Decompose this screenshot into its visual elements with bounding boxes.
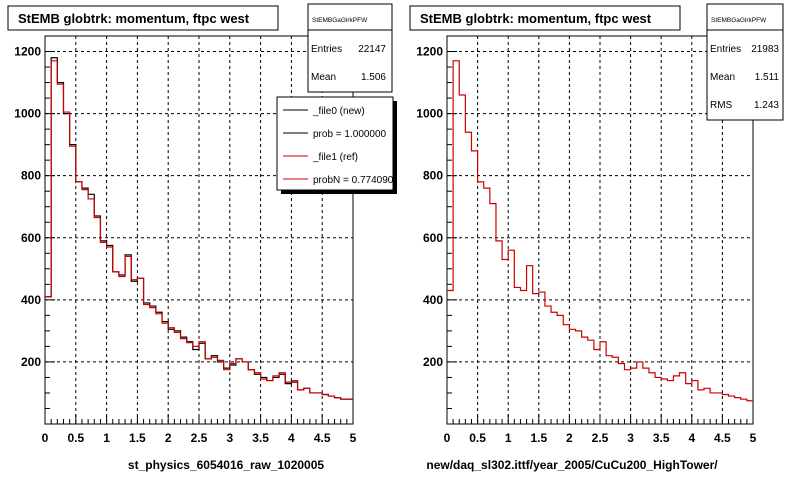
y-tick-label: 1200 (416, 45, 443, 59)
stats-entries-label: Entries (710, 44, 741, 55)
x-tick-label: 2.5 (592, 431, 609, 445)
x-tick-label: 1 (505, 431, 512, 445)
y-tick-label: 1000 (14, 107, 41, 121)
panel-left-title-box (7, 5, 279, 31)
stats-mean-label: Mean (311, 72, 336, 83)
x-tick-label: 3.5 (653, 431, 670, 445)
stats-mean-value: 1.511 (755, 72, 780, 83)
panel-right-plot: 0 0.5 1 1.5 2 2.5 3 3.5 4 4.5 5 200 400 600 800 1000 120… (416, 35, 757, 445)
x-tick-label: 1.5 (129, 431, 146, 445)
x-tick-label: 5 (750, 431, 757, 445)
stats-entries-label: Entries (311, 44, 342, 55)
panel-left-stats-box (307, 3, 393, 93)
x-tick-label: 0 (444, 431, 451, 445)
legend-label-probN: probN = 0.774090 (313, 175, 394, 186)
stats-entries-value: 21983 (751, 44, 779, 55)
panel-right-xlabel: new/daq_sl302.ittf/year_2005/CuCu200_Hig… (426, 458, 718, 472)
stats-entries-value: 22147 (358, 44, 386, 55)
panel-left-title: StEMB globtrk: momentum, ftpc west (18, 11, 250, 26)
y-tick-label: 800 (423, 169, 443, 183)
x-tick-label: 4 (288, 431, 295, 445)
y-tick-label: 200 (21, 355, 41, 369)
panel-left-legend (276, 96, 394, 191)
panel-left: StEMB globtrk: momentum, ftpc west 0 0.5 1… (7, 3, 397, 472)
panel-right-stats-name: StEMBGaGlrkPFW (711, 17, 767, 24)
legend-label-prob: prob = 1.000000 (313, 129, 387, 140)
x-tick-label: 4.5 (314, 431, 331, 445)
histogram-series-2 (45, 60, 353, 400)
panel-right-title: StEMB globtrk: momentum, ftpc west (420, 11, 652, 26)
panel-right: StEMB globtrk: momentum, ftpc west 0 0.5 1… (409, 3, 784, 472)
x-tick-label: 5 (350, 431, 357, 445)
y-tick-label: 400 (21, 293, 41, 307)
y-tick-label: 200 (423, 355, 443, 369)
y-tick-label: 1200 (14, 45, 41, 59)
x-tick-label: 2 (165, 431, 172, 445)
panel-left-xlabel: st_physics_6054016_raw_1020005 (128, 458, 324, 472)
stats-mean-label: Mean (710, 72, 735, 83)
x-tick-label: 0 (42, 431, 49, 445)
x-tick-label: 3.5 (252, 431, 269, 445)
x-tick-label: 4 (688, 431, 695, 445)
x-tick-label: 3 (627, 431, 634, 445)
x-tick-label: 2 (566, 431, 573, 445)
panel-right-stats-box (706, 3, 784, 121)
legend-label-new: _file0 (new) (312, 106, 365, 117)
stats-mean-value: 1.506 (361, 72, 386, 83)
histogram-series-1 (45, 57, 353, 400)
y-tick-label: 600 (21, 231, 41, 245)
y-tick-label: 800 (21, 169, 41, 183)
y-tick-label: 400 (423, 293, 443, 307)
x-tick-label: 1.5 (530, 431, 547, 445)
x-tick-label: 2.5 (191, 431, 208, 445)
x-tick-label: 1 (103, 431, 110, 445)
x-tick-label: 0.5 (67, 431, 84, 445)
x-tick-label: 0.5 (469, 431, 486, 445)
stats-rms-label: RMS (710, 100, 733, 111)
panel-left-stats-name: StEMBGaGlrkPFW (312, 17, 368, 24)
legend-label-ref: _file1 (ref) (312, 152, 358, 163)
x-tick-label: 3 (226, 431, 233, 445)
panel-right-title-box (409, 5, 681, 31)
x-tick-label: 4.5 (714, 431, 731, 445)
histogram-series-1 (447, 60, 753, 402)
y-tick-label: 600 (423, 231, 443, 245)
y-tick-label: 1000 (416, 107, 443, 121)
stats-rms-value: 1.243 (754, 100, 779, 111)
